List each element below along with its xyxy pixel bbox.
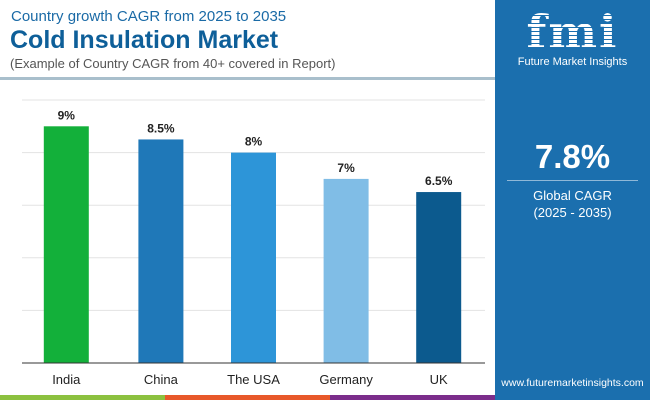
data-label: 9%: [58, 108, 76, 122]
side-panel: fmi Future Market Insights 7.8% Global C…: [495, 0, 650, 400]
fmi-logo: fmi Future Market Insights: [495, 8, 650, 68]
logo-mark: fmi: [495, 8, 650, 56]
x-tick-label: Germany: [319, 372, 373, 387]
global-cagr-text: Global CAGR: [533, 188, 612, 203]
footer-stripe-orange: [165, 395, 330, 400]
cagr-divider: [507, 180, 638, 181]
bar-uk: [416, 192, 462, 363]
bar-china: [138, 139, 184, 363]
header-divider: [0, 77, 495, 80]
global-cagr-value: 7.8%: [534, 138, 611, 175]
x-tick-label: UK: [430, 372, 448, 387]
footer-stripe-green: [0, 395, 165, 400]
data-label: 8%: [245, 135, 263, 149]
chart-note: (Example of Country CAGR from 40+ covere…: [10, 56, 336, 71]
data-label: 6.5%: [425, 174, 453, 188]
footer-stripe-purple: [330, 395, 495, 400]
bar-chart: 9% India 8.5% China 8% The USA 7% Germany 6.5% UK: [22, 99, 485, 387]
data-label: 7%: [337, 161, 355, 175]
global-cagr-period: (2025 - 2035): [533, 205, 612, 220]
bar-india: [43, 126, 89, 363]
chart-subtitle: Country growth CAGR from 2025 to 2035: [11, 8, 287, 25]
chart-title: Cold Insulation Market: [10, 26, 279, 54]
logo-name: Future Market Insights: [517, 56, 628, 68]
global-cagr-label: Global CAGR (2025 - 2035): [495, 187, 650, 221]
x-tick-label: India: [52, 372, 81, 387]
x-tick-label: The USA: [227, 372, 280, 387]
x-tick-label: China: [144, 372, 179, 387]
website-link[interactable]: www.futuremarketinsights.com: [501, 377, 644, 389]
bar-the-usa: [231, 152, 276, 363]
bar-germany: [323, 178, 369, 363]
data-label: 8.5%: [147, 121, 175, 135]
